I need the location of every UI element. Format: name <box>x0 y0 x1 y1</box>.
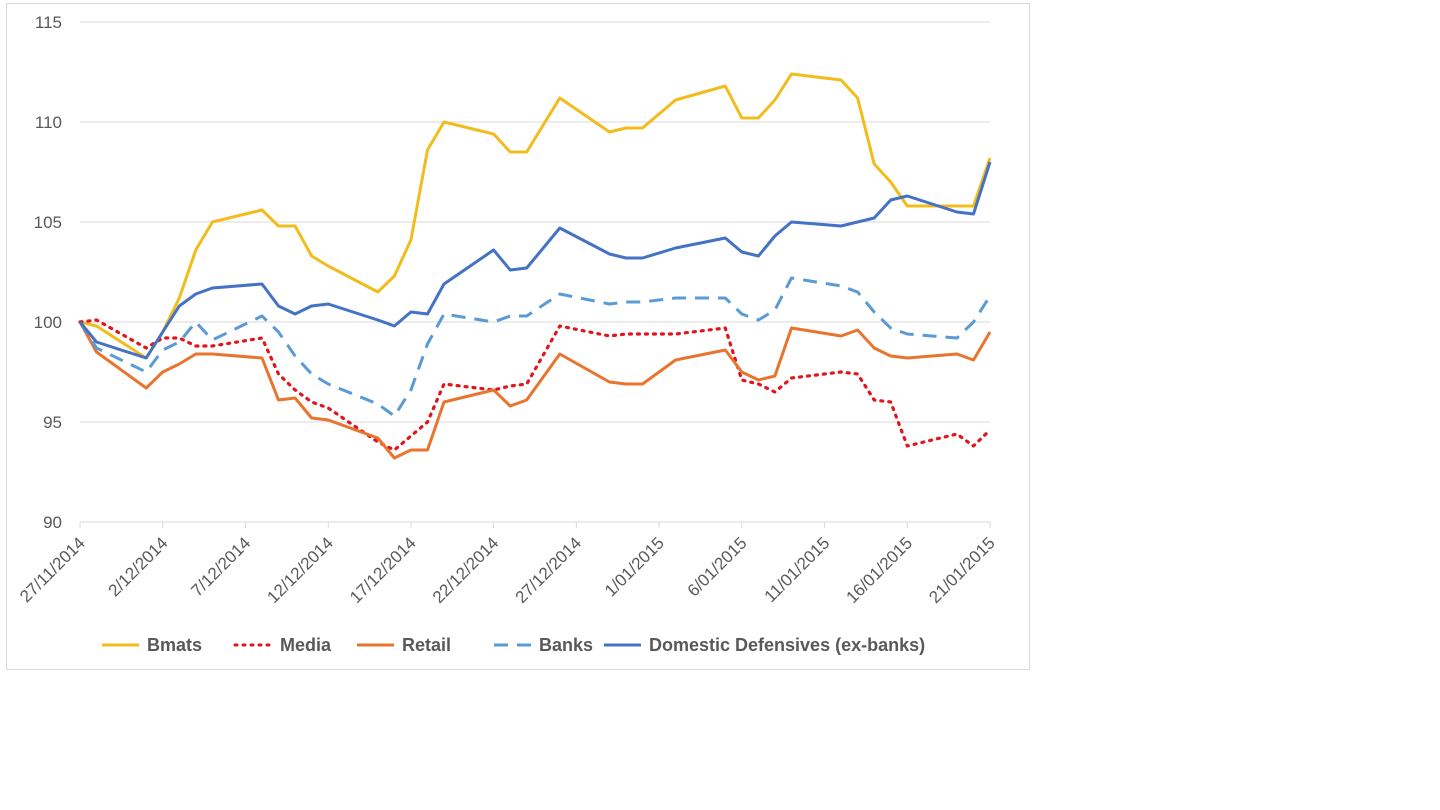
y-tick-label: 105 <box>34 213 62 232</box>
y-tick-label: 115 <box>35 13 62 32</box>
legend-label: Retail <box>402 635 451 655</box>
legend-label: Media <box>280 635 332 655</box>
x-tick-label: 27/12/2014 <box>512 533 586 607</box>
chart-frame: 90 95 100 105 110 115 27/11/2014 2/12/2014 7/12… <box>6 3 1030 670</box>
legend-label: Bmats <box>147 635 202 655</box>
series-line-banks <box>78 276 992 418</box>
y-tick-label: 95 <box>43 413 62 432</box>
x-tick-label: 7/12/2014 <box>187 533 254 600</box>
series-line-retail <box>78 321 992 460</box>
x-tick-label: 11/01/2015 <box>761 533 834 606</box>
x-tick-label: 16/01/2015 <box>842 533 916 607</box>
series-line-media <box>78 318 992 452</box>
legend-label: Domestic Defensives (ex-banks) <box>649 635 925 655</box>
y-tick-label: 110 <box>35 113 62 132</box>
x-tick-label: 22/12/2014 <box>429 533 503 607</box>
y-tick-label: 90 <box>43 513 62 532</box>
x-tick-label: 6/01/2015 <box>684 533 751 600</box>
legend-label: Banks <box>539 635 593 655</box>
y-tick-labels: 90 95 100 105 110 115 <box>34 13 62 532</box>
line-chart: 90 95 100 105 110 115 27/11/2014 2/12/2014 7/12… <box>16 13 999 655</box>
series-lines <box>78 72 992 460</box>
x-tick-label: 1/01/2015 <box>601 533 668 600</box>
x-axis <box>79 521 991 528</box>
x-tick-label: 27/11/2014 <box>16 533 89 606</box>
legend: Bmats Media Retail Banks Domestic Defensives… <box>102 635 925 655</box>
x-tick-labels: 27/11/2014 2/12/2014 7/12/2014 12/12/2014 17… <box>16 533 999 607</box>
x-tick-label: 17/12/2014 <box>346 533 420 607</box>
gridlines <box>80 21 990 423</box>
y-tick-label: 100 <box>34 313 62 332</box>
x-tick-label: 2/12/2014 <box>105 533 172 600</box>
x-tick-label: 12/12/2014 <box>263 533 337 607</box>
x-tick-label: 21/01/2015 <box>925 533 999 607</box>
series-line-domestic-defensives-ex-banks <box>78 161 992 360</box>
series-line-bmats <box>79 72 992 360</box>
